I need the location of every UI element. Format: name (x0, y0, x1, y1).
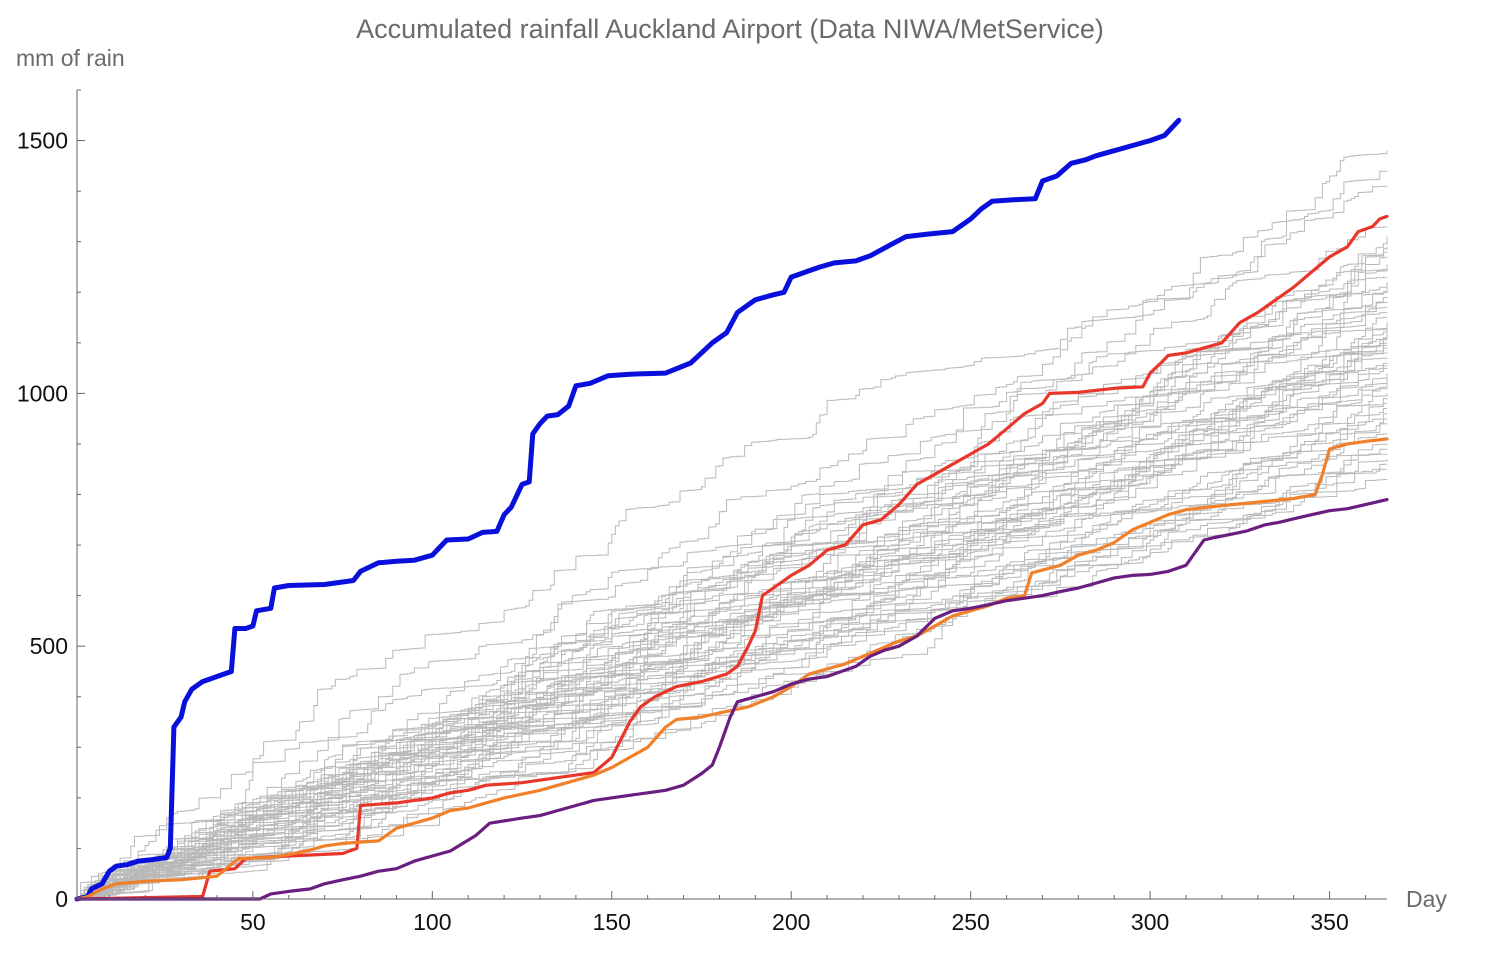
background-series-line (77, 150, 1388, 900)
background-series-line (77, 459, 1388, 900)
x-tick-label: 350 (1310, 909, 1348, 935)
x-tick-label: 50 (240, 909, 266, 935)
axes-group: 50 100 150 200 250 300 350 0 500 1000 1500 (17, 89, 1387, 935)
x-tick-label: 150 (593, 909, 631, 935)
background-series-line (77, 325, 1388, 900)
background-series-line (77, 373, 1388, 900)
x-tick-label: 200 (772, 909, 810, 935)
x-tick-label: 300 (1131, 909, 1169, 935)
x-tick-label: 250 (951, 909, 989, 935)
background-series-line (77, 335, 1388, 900)
highlighted-series-line-4 (75, 498, 1389, 901)
background-series-line (77, 347, 1388, 900)
background-series-line (77, 367, 1388, 900)
y-tick-label: 1000 (17, 380, 68, 406)
highlighted-series-group (74, 117, 1389, 902)
background-series-line (77, 453, 1388, 900)
highlighted-series-line-3 (75, 437, 1389, 901)
background-series-line (77, 246, 1388, 900)
background-series-line (77, 297, 1388, 900)
background-series-line (77, 393, 1388, 900)
background-series-line (77, 236, 1388, 900)
y-axis-label: mm of rain (16, 45, 125, 71)
y-tick-label: 500 (30, 633, 68, 659)
background-series-line (77, 185, 1388, 900)
background-series-line (77, 170, 1388, 900)
background-series-line (77, 413, 1388, 900)
background-series-line (77, 479, 1388, 900)
y-tick-label: 1500 (17, 128, 68, 154)
background-series-line (77, 286, 1387, 900)
x-tick-label: 100 (413, 909, 451, 935)
highlighted-series-line-1 (74, 117, 1182, 902)
background-series-line (77, 443, 1388, 900)
background-series-line (77, 292, 1388, 900)
chart-title: Accumulated rainfall Auckland Airport (D… (356, 14, 1104, 44)
background-series-line (77, 408, 1387, 900)
background-series-group (77, 150, 1388, 900)
background-series-line (77, 322, 1388, 900)
background-series-line (77, 418, 1388, 900)
background-series-line (77, 448, 1388, 900)
background-series-line (77, 383, 1388, 900)
highlighted-series-line-2 (75, 214, 1389, 901)
background-series-line (77, 463, 1388, 900)
x-axis-label: Day (1406, 886, 1447, 912)
background-series-line (77, 269, 1387, 900)
y-tick-label: 0 (55, 886, 68, 912)
